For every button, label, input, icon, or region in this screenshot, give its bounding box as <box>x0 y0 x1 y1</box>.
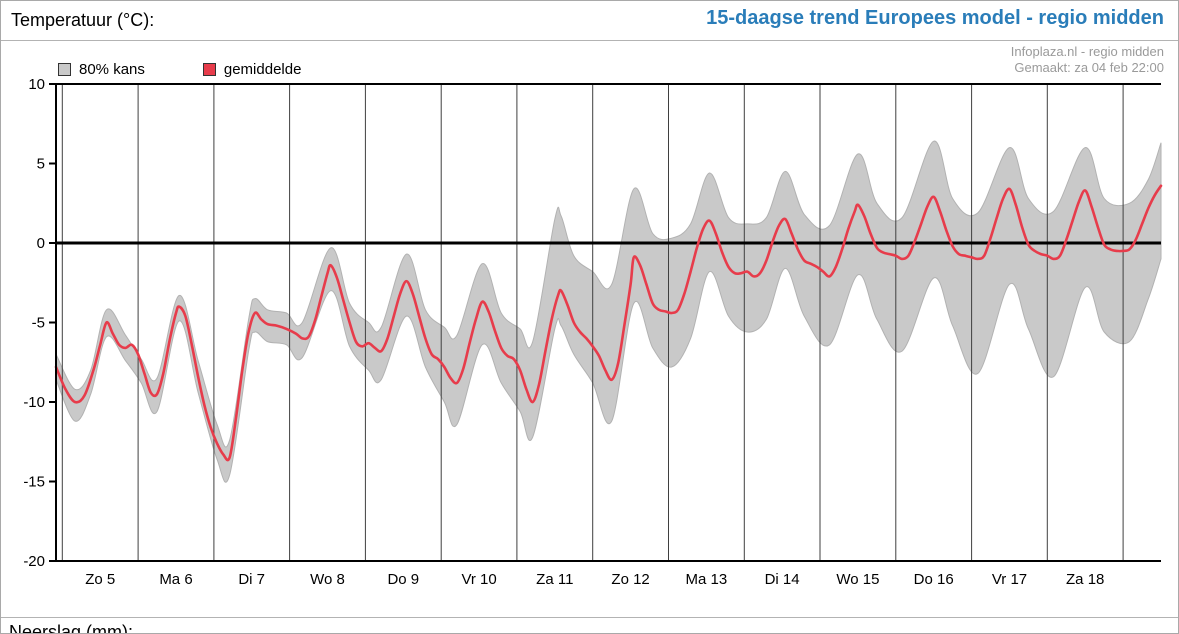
x-day-label: Di 14 <box>765 571 800 588</box>
chart-legend: 80% kans gemiddelde <box>58 61 301 78</box>
y-tick-label: 10 <box>28 76 45 93</box>
x-day-label: Do 16 <box>914 571 954 588</box>
x-day-label: Ma 13 <box>686 571 728 588</box>
next-section-title-clipped: Neerslag (mm): <box>9 622 134 634</box>
x-day-label: Ma 6 <box>159 571 192 588</box>
band-legend-label: 80% kans <box>79 61 145 78</box>
y-tick-label: -5 <box>32 315 45 332</box>
x-day-label: Zo 5 <box>85 571 115 588</box>
x-day-label: Vr 10 <box>461 571 496 588</box>
y-tick-label: -10 <box>23 394 45 411</box>
x-day-label: Wo 8 <box>310 571 345 588</box>
chart-variable-title: Temperatuur (°C): <box>11 10 155 30</box>
x-day-label: Zo 12 <box>611 571 649 588</box>
source-line: Infoplaza.nl - regio midden <box>1010 44 1164 59</box>
uncertainty-band <box>55 140 1162 483</box>
y-tick-label: 0 <box>37 235 45 252</box>
page-title: 15-daagse trend Europees model - regio m… <box>706 7 1164 29</box>
section-divider <box>1 617 1178 618</box>
y-tick-label: 5 <box>37 156 45 173</box>
x-day-label: Za 11 <box>536 571 573 588</box>
mean-legend-label: gemiddelde <box>223 61 302 78</box>
mean-temperature-line <box>54 184 1163 462</box>
mean-legend-swatch <box>202 63 216 76</box>
x-day-label: Vr 17 <box>992 571 1027 588</box>
x-day-label: Wo 15 <box>836 571 879 588</box>
y-tick-label: -20 <box>23 553 45 570</box>
source-attribution: Infoplaza.nl - regio midden Gemaakt: za … <box>1011 44 1164 76</box>
generated-timestamp: Gemaakt: za 04 feb 22:00 <box>1014 60 1164 75</box>
band-legend-swatch <box>58 63 71 76</box>
y-tick-label: -15 <box>23 474 45 491</box>
x-day-label: Do 9 <box>387 571 419 588</box>
x-day-label: Di 7 <box>238 571 265 588</box>
temperature-chart: 10 5 0 -5 -10 -15 -20 Zo 5 Ma 6 Di 7 Wo 8 Do 9 Vr 10… <box>23 76 1163 588</box>
x-day-label: Za 18 <box>1066 571 1104 588</box>
header-divider <box>1 40 1178 41</box>
